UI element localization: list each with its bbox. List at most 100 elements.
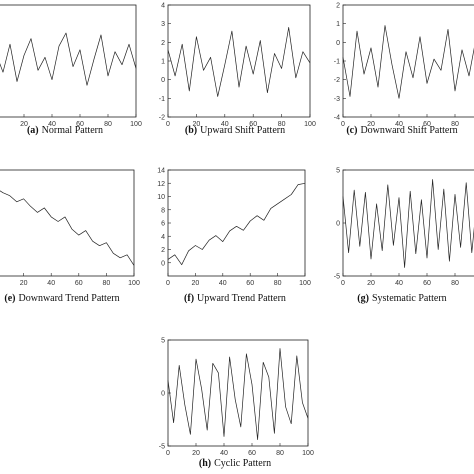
caption-text: Downward Shift Pattern [360,125,457,136]
x-tick-label: 40 [47,280,55,287]
y-tick-label: 0 [161,77,165,84]
y-tick-label: 10 [157,194,165,201]
y-tick-label: 5 [336,168,340,175]
x-tick-label: 0 [166,450,170,457]
series-line [0,190,135,266]
series-line [167,348,309,440]
x-tick-label: 20 [193,121,201,128]
y-tick-label: -5 [334,274,340,281]
y-tick-label: -1 [334,59,340,66]
y-tick-label: 0 [161,260,165,267]
series-line [342,179,474,268]
x-tick-label: 40 [48,121,56,128]
y-tick-label: -5 [159,444,165,451]
panel-caption: (c) Downward Shift Pattern [346,125,457,136]
x-tick-label: 20 [367,280,375,287]
chart-panel-1: 0 20 40 60 80 100 -2 -1 0 1 2 3 4 (b) Upward Shift Pat… [159,3,316,137]
caption-label: (e) [4,293,15,304]
y-tick-label: 12 [157,181,165,188]
x-tick-label: 100 [302,450,314,457]
y-tick-label: 0 [336,40,340,47]
series-line [0,32,137,86]
caption-label: (b) [185,125,197,136]
y-tick-label: -1 [159,96,165,103]
caption-label: (a) [27,125,39,136]
x-tick-label: 40 [395,121,403,128]
x-tick-label: 80 [278,121,286,128]
x-tick-label: 20 [20,121,28,128]
caption-text: Upward Trend Pattern [197,293,286,304]
x-tick-label: 100 [128,280,140,287]
caption-text: Normal Pattern [42,125,103,136]
plot-frame [167,4,311,118]
x-tick-label: 80 [451,280,459,287]
caption-text: Downward Trend Pattern [19,293,120,304]
chart-panel-4: 0 20 40 60 80 100 0 2 4 6 8 10 12 14 (f) Upward Trend P… [157,168,311,305]
x-tick-label: 40 [221,121,229,128]
x-tick-label: 80 [103,280,111,287]
y-tick-label: 1 [336,21,340,28]
chart-panel-6: 0 20 40 60 80 100-505(h) Cyclic Pattern [159,338,314,470]
x-tick-label: 60 [249,121,257,128]
y-tick-label: -2 [334,77,340,84]
x-tick-label: 60 [246,280,254,287]
x-tick-label: 40 [219,280,227,287]
plot-frame [0,169,135,277]
panel-caption: (g) Systematic Pattern [357,293,446,304]
x-tick-label: 20 [367,121,375,128]
panel-caption: (a) Normal Pattern [27,125,103,136]
x-tick-label: 0 [341,121,345,128]
x-tick-label: 60 [76,121,84,128]
y-tick-label: 0 [161,391,165,398]
y-tick-label: 14 [157,168,165,175]
x-tick-label: 100 [130,121,142,128]
series-line [167,27,311,97]
y-tick-label: -4 [334,115,340,122]
x-tick-label: 80 [451,121,459,128]
caption-text: Cyclic Pattern [214,458,271,469]
y-tick-label: -3 [334,96,340,103]
y-tick-label: -2 [159,115,165,122]
x-tick-label: 20 [192,280,200,287]
series-line [342,25,474,99]
y-tick-label: 2 [161,247,165,254]
x-tick-label: 100 [299,280,311,287]
y-tick-label: 6 [161,221,165,228]
caption-label: (h) [199,458,211,469]
x-tick-label: 60 [423,121,431,128]
x-tick-label: 60 [423,280,431,287]
x-tick-label: 100 [304,121,316,128]
y-tick-label: 0 [336,221,340,228]
caption-text: Systematic Pattern [372,293,447,304]
x-tick-label: 0 [166,121,170,128]
y-tick-label: 4 [161,3,165,10]
panel-caption: (e) Downward Trend Pattern [4,293,119,304]
panel-caption: (h) Cyclic Pattern [199,458,271,469]
panel-caption: (f) Upward Trend Pattern [184,293,286,304]
x-tick-label: 0 [166,280,170,287]
y-tick-label: 1 [161,59,165,66]
x-tick-label: 80 [104,121,112,128]
x-tick-label: 0 [341,280,345,287]
series-line [167,182,306,266]
x-tick-label: 40 [220,450,228,457]
x-tick-label: 80 [276,450,284,457]
plot-frame [0,4,137,118]
y-tick-label: 4 [161,234,165,241]
plot-frame [167,169,306,277]
plot-frame [167,339,309,447]
y-tick-label: 2 [161,40,165,47]
panel-caption: (b) Upward Shift Pattern [185,125,285,136]
y-tick-label: 5 [161,338,165,345]
x-tick-label: 60 [75,280,83,287]
x-tick-label: 40 [395,280,403,287]
x-tick-label: 20 [20,280,28,287]
caption-text: Upward Shift Pattern [200,125,285,136]
caption-label: (g) [357,293,369,304]
caption-label: (f) [184,293,194,304]
caption-label: (c) [346,125,357,136]
y-tick-label: 2 [336,3,340,10]
